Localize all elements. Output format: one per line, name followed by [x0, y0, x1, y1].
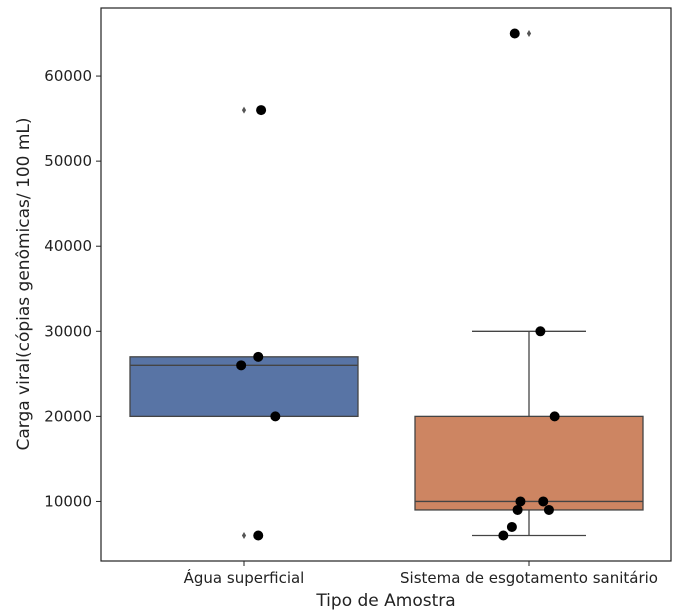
box-group: [414, 30, 644, 537]
plot-area: [129, 28, 644, 541]
outlier-marker: [241, 106, 247, 114]
data-point: [509, 28, 520, 39]
data-point: [498, 530, 509, 541]
y-tick-label: 40000: [44, 237, 92, 255]
x-axis-title: Tipo de Amostra: [315, 591, 455, 610]
data-point: [549, 411, 560, 422]
box: [414, 415, 644, 511]
data-point: [253, 351, 264, 362]
y-tick-label: 50000: [44, 152, 92, 170]
x-tick-label: Água superficial: [184, 568, 305, 587]
data-point: [253, 530, 264, 541]
outlier-marker: [526, 30, 532, 38]
y-tick-label: 60000: [44, 67, 92, 85]
axes: 10000 20000 30000 40000 50000 60000 Água super…: [44, 67, 658, 587]
data-point: [535, 326, 546, 337]
data-point: [256, 105, 267, 116]
plot-frame: [100, 7, 672, 562]
data-point: [538, 496, 549, 507]
y-axis-title: Carga viral(cópias genômicas/ 100 mL): [14, 117, 34, 450]
data-point: [543, 504, 554, 515]
outlier-marker: [241, 531, 247, 539]
data-point: [512, 504, 523, 515]
x-tick-label: Sistema de esgotamento sanitário: [400, 569, 658, 587]
data-point: [236, 360, 247, 371]
y-tick-label: 30000: [44, 322, 92, 340]
data-point: [270, 411, 281, 422]
data-point: [506, 521, 517, 532]
y-tick-label: 20000: [44, 407, 92, 425]
y-tick-label: 10000: [44, 492, 92, 510]
data-point: [515, 496, 526, 507]
box-group: [129, 106, 359, 539]
